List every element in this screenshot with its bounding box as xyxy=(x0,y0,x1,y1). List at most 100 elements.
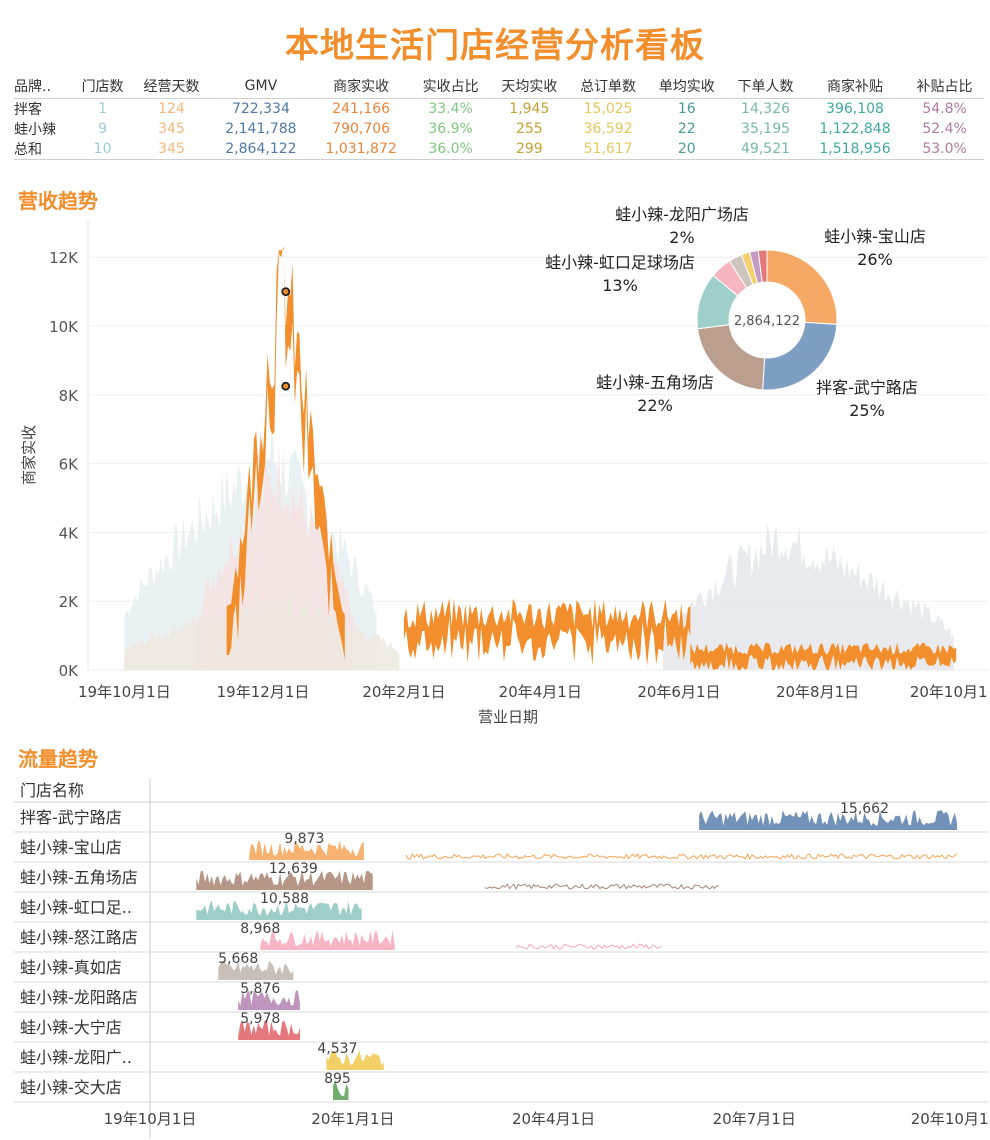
max-value-label: 12,639 xyxy=(269,861,318,877)
kpi-cell: 1,122,848 xyxy=(819,121,891,137)
kpi-cell: 36.9% xyxy=(428,121,473,137)
kpi-cell: 53.0% xyxy=(905,139,984,160)
kpi-cell: 9 xyxy=(98,121,108,137)
kpi-header-9: 下单人数 xyxy=(726,74,805,99)
kpi-cell: 35,195 xyxy=(741,121,791,137)
pie-slice-share: 22% xyxy=(637,396,673,415)
traffic-section-title: 流量趋势 xyxy=(18,747,98,771)
x-tick-label: 20年10月1日 xyxy=(910,683,990,701)
store-name[interactable]: 蛙小辣-真如店 xyxy=(20,958,122,977)
kpi-cell: 33.4% xyxy=(428,101,473,117)
kpi-cell: 15,025 xyxy=(583,101,633,117)
kpi-cell: 396,108 xyxy=(826,101,884,117)
kpi-cell: 1,031,872 xyxy=(311,139,412,160)
traffic-line xyxy=(405,852,958,860)
store-name[interactable]: 蛙小辣-怒江路店 xyxy=(20,928,138,947)
store-name[interactable]: 蛙小辣-虹口足.. xyxy=(20,898,132,917)
x-tick-label: 19年10月1日 xyxy=(104,1110,197,1128)
x-tick-label: 20年6月1日 xyxy=(637,683,720,701)
kpi-cell: 1,945 xyxy=(509,101,550,117)
y-tick-label: 2K xyxy=(59,593,80,611)
max-value-label: 5,668 xyxy=(218,951,258,967)
kpi-cell: 345 xyxy=(158,121,185,137)
store-name[interactable]: 拌客-武宁路店 xyxy=(20,808,122,827)
kpi-cell: 1,518,956 xyxy=(804,139,906,160)
kpi-cell: 20 xyxy=(647,139,727,160)
data-point-marker[interactable] xyxy=(281,287,291,296)
background-series-area xyxy=(663,522,954,670)
y-tick-label: 6K xyxy=(59,456,80,474)
traffic-area xyxy=(249,840,364,860)
store-name[interactable]: 蛙小辣-交大店 xyxy=(20,1078,122,1097)
x-tick-label: 20年7月1日 xyxy=(713,1110,796,1128)
kpi-cell: 52.4% xyxy=(922,121,967,137)
max-value-label: 15,662 xyxy=(840,801,889,817)
x-tick-label: 20年4月1日 xyxy=(512,1110,595,1128)
background-series-area xyxy=(124,589,400,670)
kpi-cell: 49,521 xyxy=(726,139,805,160)
max-value-label: 8,968 xyxy=(240,921,280,937)
kpi-cell: 2,141,788 xyxy=(225,121,297,137)
y-tick-label: 4K xyxy=(59,524,80,542)
kpi-cell: 54.8% xyxy=(922,101,967,117)
store-name[interactable]: 蛙小辣-大宁店 xyxy=(20,1018,122,1037)
kpi-header-6: 天均实收 xyxy=(489,74,569,99)
pie-slice-share: 25% xyxy=(849,401,885,420)
store-name[interactable]: 蛙小辣-五角场店 xyxy=(20,868,138,887)
data-point-marker[interactable] xyxy=(281,381,291,391)
pie-slice-name: 蛙小辣-虹口足球场店 xyxy=(545,253,695,272)
kpi-cell: 10 xyxy=(73,139,133,160)
max-value-label: 10,588 xyxy=(260,891,309,907)
traffic-area xyxy=(260,930,395,950)
kpi-row: 拌客 1 124 722,334 241,166 33.4% 1,945 15,025 16 14… xyxy=(14,99,984,120)
kpi-cell: 299 xyxy=(489,139,569,160)
traffic-area xyxy=(238,1020,300,1040)
traffic-line xyxy=(485,883,720,891)
kpi-cell: 蛙小辣 xyxy=(14,122,56,138)
kpi-cell: 255 xyxy=(515,121,543,137)
kpi-header-3: GMV xyxy=(210,74,312,99)
kpi-cell: 16 xyxy=(677,101,696,117)
traffic-area xyxy=(196,900,362,920)
kpi-header-4: 商家实收 xyxy=(311,74,412,99)
x-tick-label: 19年10月1日 xyxy=(78,683,171,701)
traffic-area xyxy=(699,810,958,830)
y-tick-label: 10K xyxy=(49,318,79,336)
dashboard-title: 本地生活门店经营分析看板 xyxy=(285,26,705,66)
row-header: 门店名称 xyxy=(20,781,84,800)
revenue-trend-chart: 0K 2K 4K 6K 8K 10K 12K 19年10月1日 19年12月1日 20年2月1日 2… xyxy=(20,205,990,726)
x-tick-label: 20年10月1日 xyxy=(911,1110,990,1128)
max-value-label: 5,876 xyxy=(240,981,280,997)
pie-slice-name: 拌客-武宁路店 xyxy=(816,378,918,397)
kpi-cell: 345 xyxy=(132,139,211,160)
kpi-cell: 22 xyxy=(677,121,696,137)
kpi-header-row: 品牌.. 门店数 经营天数 GMV 商家实收 实收占比 天均实收 总订单数 单均实收 下单人数 商家… xyxy=(14,74,984,99)
kpi-cell: 拌客 xyxy=(14,102,42,118)
revenue-section-title: 营收趋势 xyxy=(18,189,98,213)
x-tick-label: 20年1月1日 xyxy=(311,1110,394,1128)
kpi-header-0: 品牌.. xyxy=(14,74,74,99)
traffic-area xyxy=(326,1050,384,1070)
traffic-area xyxy=(238,990,300,1010)
kpi-header-1: 门店数 xyxy=(73,74,133,99)
pie-slice-share: 13% xyxy=(602,276,638,295)
x-tick-label: 19年12月1日 xyxy=(217,683,310,701)
store-name[interactable]: 蛙小辣-宝山店 xyxy=(20,838,122,857)
kpi-cell: 241,166 xyxy=(332,101,391,117)
kpi-row: 总和 10 345 2,864,122 1,031,872 36.0% 299 51,617 2… xyxy=(14,139,984,160)
store-name[interactable]: 蛙小辣-龙阳广.. xyxy=(20,1048,132,1067)
max-value-label: 5,978 xyxy=(240,1011,280,1027)
pie-slice-name: 蛙小辣-宝山店 xyxy=(824,227,926,246)
x-tick-label: 20年8月1日 xyxy=(776,683,859,701)
kpi-cell: 722,334 xyxy=(231,101,290,117)
pie-slice[interactable] xyxy=(757,249,768,283)
highlight-series-area xyxy=(690,642,957,670)
y-axis-label: 商家实收 xyxy=(20,425,38,485)
kpi-cell: 124 xyxy=(158,101,185,117)
y-tick-label: 8K xyxy=(59,387,80,405)
pie-slice-name: 蛙小辣-五角场店 xyxy=(596,373,714,392)
pie-slice-share: 26% xyxy=(857,250,893,269)
kpi-row: 蛙小辣 9 345 2,141,788 790,706 36.9% 255 36,592 22 3… xyxy=(14,119,984,139)
store-name[interactable]: 蛙小辣-龙阳路店 xyxy=(20,988,138,1007)
traffic-area xyxy=(333,1080,349,1100)
